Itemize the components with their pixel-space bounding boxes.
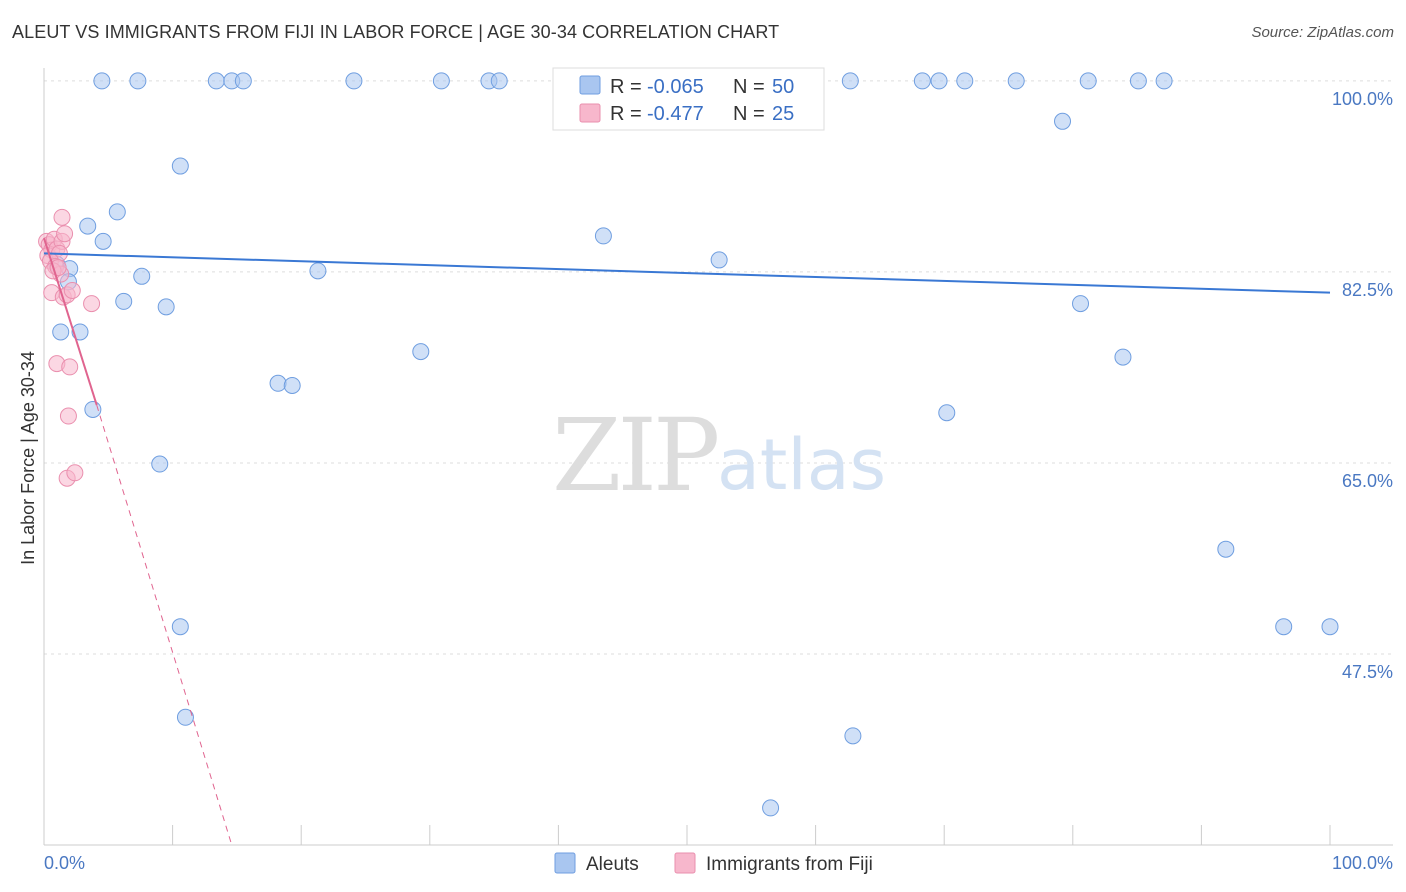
data-point-aleuts [913, 72, 931, 90]
legend-r-label-fiji: R = [610, 103, 642, 125]
data-point-aleuts [412, 343, 430, 361]
legend-n-label-fiji: N = [733, 103, 765, 125]
data-point-aleuts [710, 251, 728, 269]
data-point-aleuts [1079, 72, 1097, 90]
legend-swatch-fiji [579, 103, 601, 123]
data-point-aleuts [1217, 540, 1235, 558]
data-point-aleuts [345, 72, 363, 90]
y-tick-label: 47.5% [1342, 662, 1393, 682]
data-point-aleuts [432, 72, 450, 90]
data-point-aleuts [151, 455, 169, 473]
watermark-zip: ZIP [552, 397, 717, 514]
data-point-aleuts [844, 727, 862, 745]
data-point-aleuts [1007, 72, 1025, 90]
data-point-fiji [53, 208, 71, 226]
y-tick-label: 82.5% [1342, 280, 1393, 300]
trend-line-fiji [43, 237, 98, 406]
x-tick-label-max: 100.0% [1332, 853, 1393, 873]
trend-line-aleuts [43, 252, 1331, 294]
data-point-fiji [59, 407, 77, 425]
legend-r-value-aleuts: -0.065 [647, 76, 704, 98]
data-point-aleuts [52, 323, 70, 341]
data-point-fiji [56, 225, 74, 243]
data-point-aleuts [1275, 618, 1293, 636]
data-point-aleuts [762, 799, 780, 817]
series-aleuts [48, 72, 1339, 817]
y-tick-label: 65.0% [1342, 471, 1393, 491]
grid-lines [44, 80, 1393, 655]
stats-legend: R = -0.065 N = 50 R = -0.477 N = 25 [552, 67, 825, 131]
data-point-aleuts [171, 618, 189, 636]
bottom-legend-swatch-aleuts [554, 852, 576, 874]
data-point-aleuts [1114, 348, 1132, 366]
data-point-fiji [83, 295, 101, 313]
legend-n-label-aleuts: N = [733, 76, 765, 98]
data-point-aleuts [108, 203, 126, 221]
data-point-aleuts [841, 72, 859, 90]
data-point-aleuts [71, 323, 89, 341]
data-point-aleuts [133, 267, 151, 285]
bottom-legend-label-fiji: Immigrants from Fiji [706, 854, 873, 875]
x-tick-label-min: 0.0% [44, 853, 85, 873]
data-point-aleuts [1072, 295, 1090, 313]
data-point-aleuts [94, 232, 112, 250]
legend-n-value-aleuts: 50 [772, 76, 794, 98]
y-tick-label: 100.0% [1332, 89, 1393, 109]
data-point-aleuts [1321, 618, 1339, 636]
data-point-aleuts [1129, 72, 1147, 90]
y-axis-tick-labels: 47.5% 65.0% 82.5% 100.0% [1332, 89, 1393, 682]
data-point-aleuts [938, 404, 956, 422]
bottom-legend-label-aleuts: Aleuts [586, 854, 639, 875]
data-point-aleuts [309, 262, 327, 280]
legend-n-value-fiji: 25 [772, 103, 794, 125]
data-point-aleuts [79, 217, 97, 235]
data-point-aleuts [176, 708, 194, 726]
data-point-aleuts [93, 72, 111, 90]
data-point-aleuts [129, 72, 147, 90]
data-point-aleuts [115, 292, 133, 310]
data-point-aleuts [157, 298, 175, 316]
trend-lines [43, 237, 1331, 846]
axes [43, 68, 1393, 846]
watermark: ZIP atlas [552, 397, 886, 514]
data-point-aleuts [269, 374, 287, 392]
legend-swatch-aleuts [579, 75, 601, 95]
bottom-legend-swatch-fiji [674, 852, 696, 874]
data-point-fiji [66, 464, 84, 482]
data-point-fiji [63, 281, 81, 299]
data-point-aleuts [1054, 112, 1072, 130]
legend-r-value-fiji: -0.477 [647, 103, 704, 125]
data-point-aleuts [930, 72, 948, 90]
watermark-atlas: atlas [717, 424, 886, 506]
legend-r-label-aleuts: R = [610, 76, 642, 98]
data-point-aleuts [283, 376, 301, 394]
y-axis-label: In Labor Force | Age 30-34 [18, 351, 38, 565]
data-point-aleuts [594, 227, 612, 245]
x-axis-ticks [172, 825, 1331, 845]
data-point-aleuts [956, 72, 974, 90]
chart-title: ALEUT VS IMMIGRANTS FROM FIJI IN LABOR F… [12, 22, 780, 42]
data-point-aleuts [207, 72, 225, 90]
data-point-aleuts [234, 72, 252, 90]
data-point-fiji [61, 358, 79, 376]
data-point-aleuts [171, 157, 189, 175]
bottom-legend: Aleuts Immigrants from Fiji [554, 852, 873, 875]
source-credit: Source: ZipAtlas.com [1251, 24, 1394, 41]
data-point-aleuts [490, 72, 508, 90]
data-point-aleuts [1155, 72, 1173, 90]
